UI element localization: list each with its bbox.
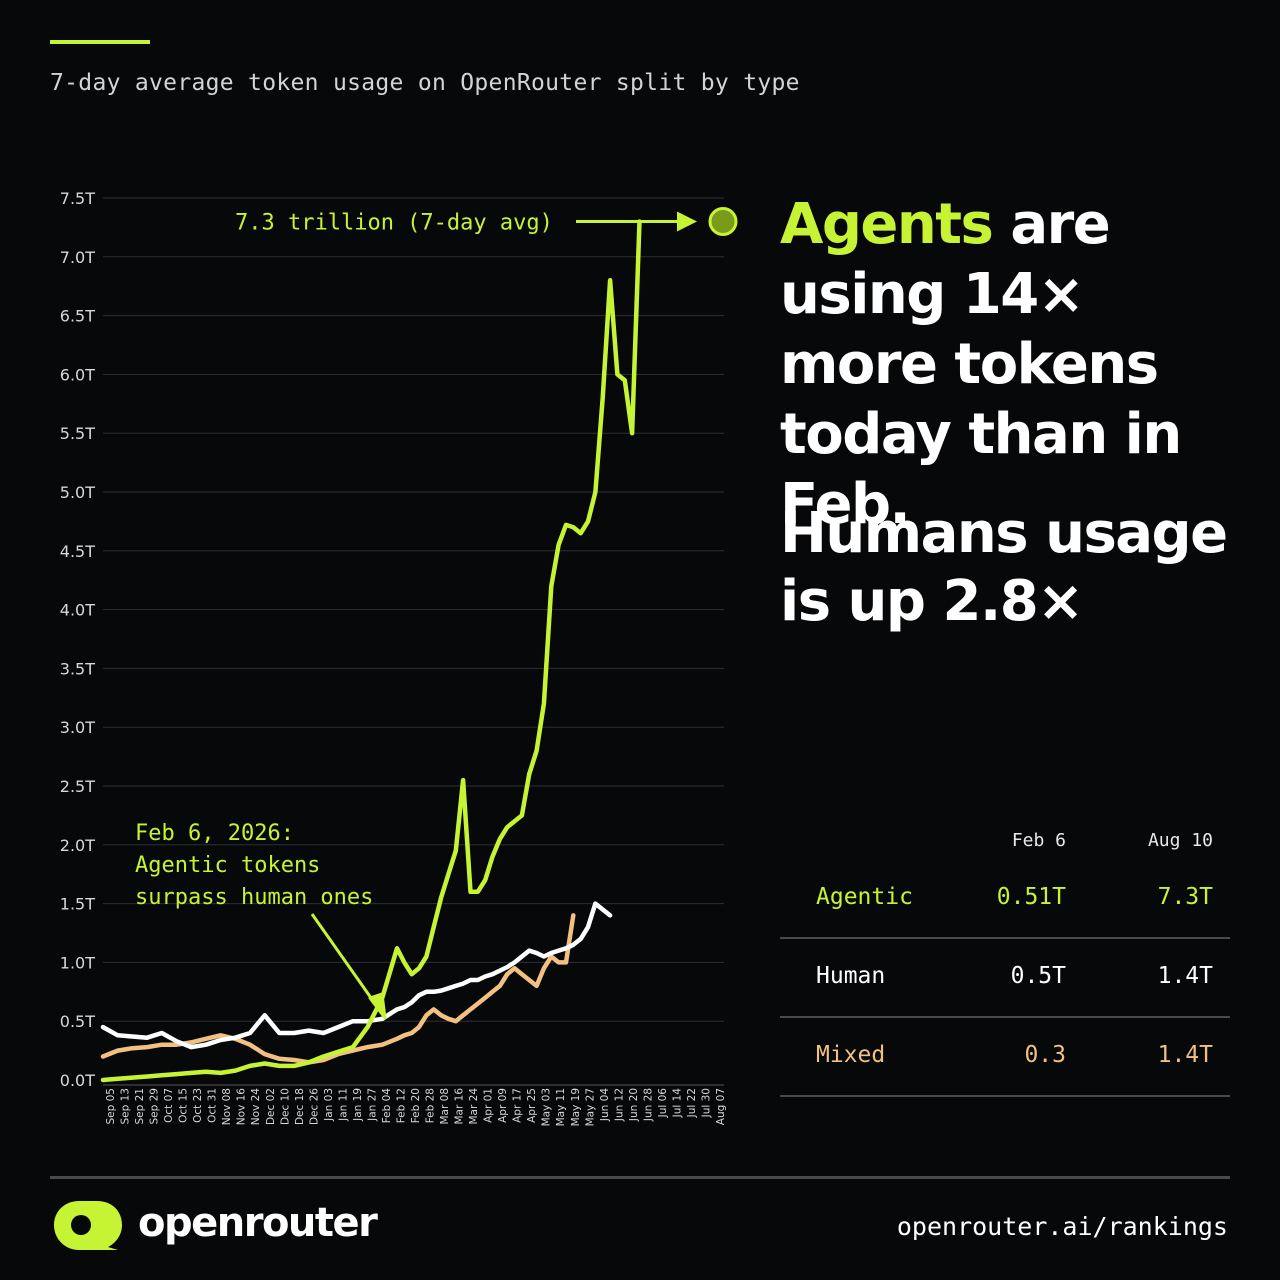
table-row-agentic: Agentic 0.51T 7.3T: [780, 860, 1230, 939]
comparison-table: Feb 6 Aug 10 Agentic 0.51T 7.3T Human 0.…: [780, 820, 1230, 1097]
x-tick-label: Sep 13: [120, 1088, 132, 1125]
headline-rest: are using 14× more tokens today than in …: [780, 192, 1182, 537]
x-tick-label: Sep 29: [149, 1088, 161, 1125]
x-tick-label: Mar 24: [468, 1088, 480, 1125]
x-tick-label: Mar 16: [454, 1088, 466, 1125]
series-line-mixed: [100, 913, 576, 1065]
row-label: Mixed: [816, 1042, 886, 1068]
x-tick-label: Jan 19: [352, 1088, 364, 1122]
x-tick-label: Feb 20: [410, 1088, 422, 1123]
table-row-human: Human 0.5T 1.4T: [780, 939, 1230, 1018]
x-tick-label: Aug 07: [715, 1088, 727, 1125]
table-header: Feb 6 Aug 10: [780, 820, 1230, 860]
rankings-link[interactable]: openrouter.ai/rankings: [896, 1212, 1228, 1241]
row-aug-value: 1.4T: [1157, 963, 1213, 989]
y-tick-label: 7.5T: [60, 189, 95, 208]
x-tick-label: Sep 05: [105, 1088, 117, 1125]
x-tick-label: Jul 14: [671, 1088, 683, 1119]
peak-marker: [708, 207, 738, 237]
y-tick-label: 2.5T: [60, 777, 95, 796]
annotation-feb6-line: Agentic tokens: [135, 853, 320, 878]
x-tick-label: Dec 02: [265, 1088, 277, 1125]
table-row-mixed: Mixed 0.3 1.4T: [780, 1018, 1230, 1097]
x-tick-label: Dec 26: [308, 1088, 320, 1125]
col-header-feb: Feb 6: [1011, 830, 1066, 851]
x-tick-label: Oct 31: [207, 1088, 219, 1123]
x-tick-label: Nov 24: [250, 1088, 262, 1126]
row-feb-value: 0.5T: [1010, 963, 1066, 989]
x-tick-label: Sep 21: [134, 1088, 146, 1125]
x-tick-label: Oct 15: [178, 1088, 190, 1123]
x-tick-label: Jan 11: [337, 1088, 349, 1122]
x-tick-label: Jun 20: [628, 1088, 640, 1122]
y-tick-label: 3.0T: [60, 718, 95, 737]
agents-word: Agents: [780, 192, 994, 257]
x-tick-label: Jun 04: [599, 1088, 611, 1122]
y-tick-label: 0.5T: [60, 1012, 95, 1031]
y-tick-label: 1.5T: [60, 895, 95, 914]
annotation-feb6-arrowhead: [368, 992, 387, 1020]
y-tick-label: 5.5T: [60, 424, 95, 443]
annotation-peak-arrowhead: [677, 211, 697, 232]
x-tick-label: Jan 03: [323, 1088, 335, 1122]
openrouter-logo-icon: [54, 1201, 122, 1250]
row-label: Agentic: [816, 884, 913, 910]
accent-bar: [50, 40, 150, 44]
x-tick-label: Oct 07: [163, 1088, 175, 1123]
x-tick-label: May 27: [584, 1088, 596, 1126]
x-tick-label: Apr 25: [526, 1088, 538, 1123]
x-tick-label: May 19: [570, 1088, 582, 1126]
annotation-peak: 7.3 trillion (7-day avg): [235, 211, 553, 236]
x-tick-label: May 03: [541, 1088, 553, 1126]
footer-divider: [50, 1176, 1230, 1179]
y-tick-label: 1.0T: [60, 953, 95, 972]
x-tick-label: Feb 12: [395, 1088, 407, 1123]
y-tick-label: 6.0T: [60, 365, 95, 384]
x-tick-label: Nov 16: [236, 1088, 248, 1126]
chart-subtitle: 7-day average token usage on OpenRouter …: [50, 70, 800, 96]
x-tick-label: May 11: [555, 1088, 567, 1126]
x-tick-label: Nov 08: [221, 1088, 233, 1125]
headline-agents: Agents are using 14× more tokens today t…: [780, 190, 1250, 540]
x-tick-label: Mar 08: [439, 1088, 451, 1125]
brand-name: openrouter: [138, 1200, 378, 1246]
series-line-human: [100, 901, 613, 1050]
x-tick-label: Jun 12: [613, 1088, 625, 1122]
x-tick-label: Oct 23: [192, 1088, 204, 1123]
x-tick-label: Dec 18: [294, 1088, 306, 1125]
y-tick-label: 5.0T: [60, 483, 95, 502]
x-tick-label: Apr 09: [497, 1088, 509, 1123]
x-tick-label: Jul 06: [657, 1088, 669, 1119]
col-header-aug: Aug 10: [1147, 830, 1213, 851]
x-tick-label: Apr 17: [512, 1088, 524, 1123]
row-aug-value: 7.3T: [1157, 884, 1213, 910]
x-tick-label: Jan 27: [366, 1088, 378, 1122]
y-tick-label: 3.5T: [60, 659, 95, 678]
headline-humans: Humans usage is up 2.8×: [780, 501, 1228, 634]
y-tick-label: 6.5T: [60, 307, 95, 326]
x-tick-label: Apr 01: [483, 1088, 495, 1123]
annotation-feb6-line: Feb 6, 2026:: [135, 821, 294, 846]
row-aug-value: 1.4T: [1157, 1042, 1213, 1068]
annotation-feb6-arrow-line: [310, 913, 378, 1006]
annotation-feb6-line: surpass human ones: [135, 885, 373, 910]
x-tick-label: Jul 30: [700, 1088, 712, 1118]
series-line-agentic: [100, 219, 642, 1083]
y-tick-label: 7.0T: [60, 248, 95, 267]
y-tick-label: 4.0T: [60, 601, 95, 620]
row-feb-value: 0.51T: [996, 884, 1066, 910]
x-tick-label: Feb 04: [381, 1088, 393, 1124]
row-feb-value: 0.3: [1024, 1042, 1066, 1068]
row-label: Human: [816, 963, 886, 989]
x-tick-label: Feb 28: [425, 1088, 437, 1123]
y-tick-label: 0.0T: [60, 1071, 95, 1090]
x-tick-label: Jul 22: [686, 1088, 698, 1118]
y-tick-label: 4.5T: [60, 542, 95, 561]
y-tick-label: 2.0T: [60, 836, 95, 855]
x-tick-label: Jun 28: [642, 1088, 654, 1122]
x-tick-label: Dec 10: [279, 1088, 291, 1125]
